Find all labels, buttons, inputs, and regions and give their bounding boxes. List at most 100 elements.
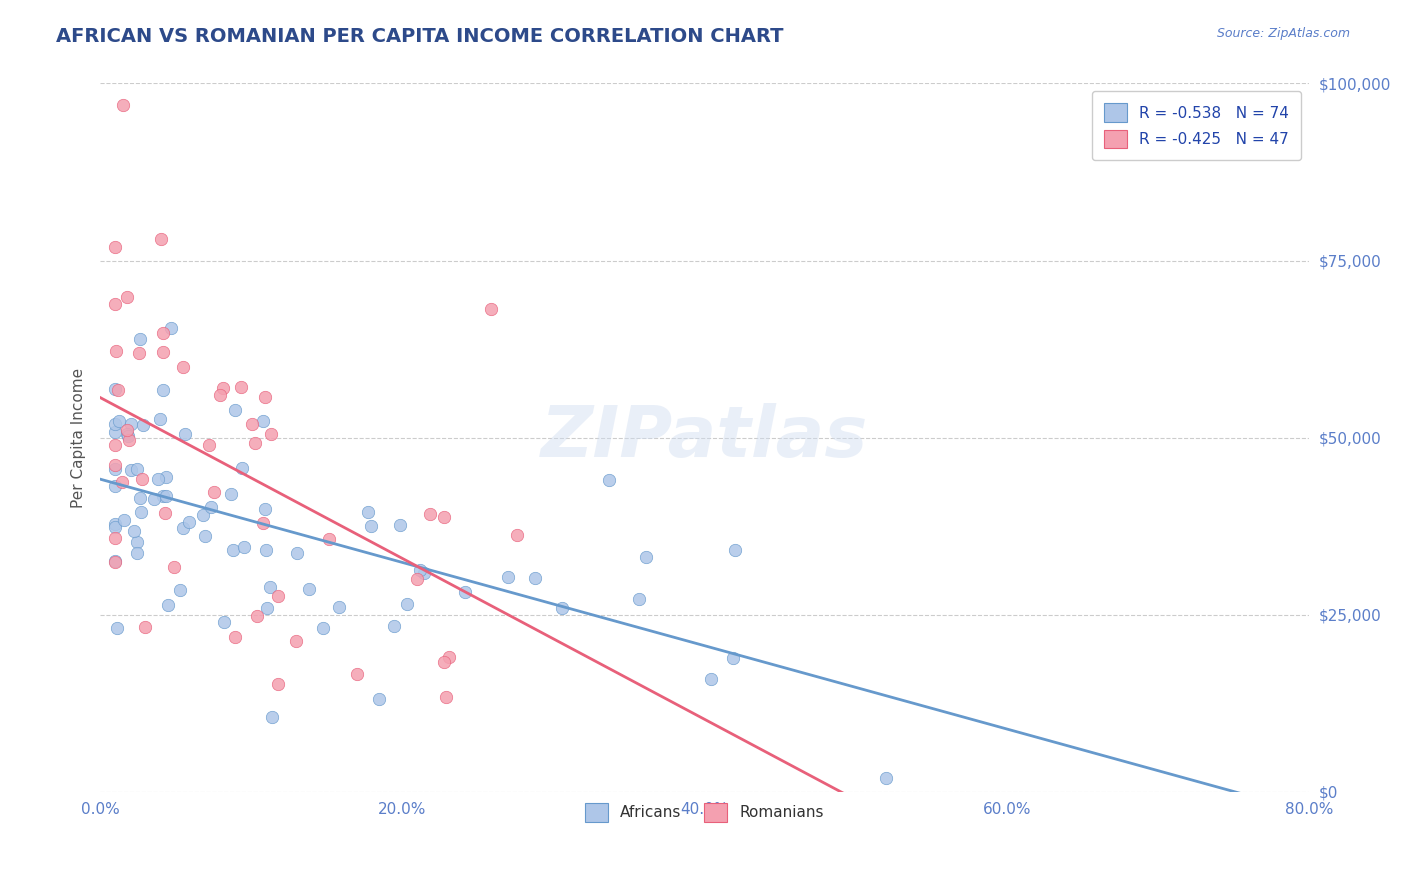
Point (506, 528, 529, 542)
Point (152, 489, 174, 503)
Point (172, 359, 194, 374)
Point (202, 484, 225, 499)
Point (172, 521, 194, 535)
Point (132, 418, 155, 433)
Point (346, 666, 368, 681)
Point (153, 507, 176, 521)
Point (328, 599, 350, 614)
Point (104, 458, 127, 473)
Point (111, 475, 134, 489)
Point (104, 438, 127, 452)
Point (146, 472, 169, 486)
Point (628, 591, 651, 606)
Point (434, 690, 457, 704)
Point (105, 621, 128, 635)
Point (395, 597, 418, 611)
Point (598, 473, 620, 487)
Point (104, 461, 127, 475)
Point (231, 461, 253, 475)
Point (200, 500, 222, 515)
Point (174, 426, 197, 441)
Point (107, 414, 129, 428)
Point (117, 427, 139, 442)
Point (252, 516, 274, 530)
Point (724, 542, 747, 557)
Point (267, 589, 290, 603)
Point (120, 463, 142, 477)
Point (152, 383, 174, 397)
Point (318, 532, 340, 546)
Point (259, 580, 281, 594)
Point (163, 560, 186, 574)
Point (191, 508, 214, 522)
Point (155, 470, 177, 484)
Point (160, 320, 183, 334)
Point (104, 531, 127, 545)
Point (194, 529, 217, 543)
Point (437, 650, 460, 665)
Point (413, 566, 436, 581)
Point (179, 516, 201, 530)
Point (143, 492, 166, 507)
Point (169, 582, 191, 597)
Point (382, 618, 405, 632)
Point (260, 427, 283, 442)
Point (433, 655, 456, 669)
Point (419, 507, 441, 521)
Point (723, 651, 745, 665)
Point (155, 489, 177, 503)
Point (224, 630, 246, 644)
Point (129, 505, 152, 519)
Point (254, 543, 277, 558)
Point (105, 343, 128, 358)
Y-axis label: Per Capita Income: Per Capita Income (72, 368, 86, 508)
Point (128, 346, 150, 360)
Point (260, 710, 283, 724)
Point (104, 417, 127, 432)
Point (454, 584, 477, 599)
Point (433, 510, 456, 524)
Point (224, 403, 246, 417)
Point (118, 434, 141, 448)
Point (104, 555, 127, 569)
Point (127, 546, 149, 560)
Point (479, 301, 502, 316)
Point (125, 534, 148, 549)
Point (115, 290, 138, 304)
Point (229, 380, 252, 394)
Point (388, 518, 411, 533)
Point (211, 381, 233, 395)
Point (360, 518, 382, 533)
Point (197, 438, 219, 452)
Point (129, 332, 152, 346)
Point (115, 423, 138, 437)
Point (131, 472, 153, 486)
Point (152, 345, 174, 359)
Point (245, 435, 267, 450)
Point (152, 326, 174, 341)
Point (240, 417, 263, 432)
Point (122, 524, 145, 538)
Point (266, 677, 288, 691)
Point (222, 542, 245, 557)
Point (256, 600, 278, 615)
Point (120, 417, 142, 431)
Point (498, 570, 520, 584)
Point (219, 486, 242, 500)
Point (125, 462, 148, 476)
Point (104, 517, 127, 532)
Point (117, 429, 139, 443)
Point (634, 550, 657, 565)
Point (128, 491, 150, 505)
Point (252, 414, 274, 428)
Point (700, 672, 723, 686)
Text: ZIPatlas: ZIPatlas (541, 403, 868, 472)
Point (209, 388, 232, 402)
Point (284, 634, 307, 648)
Point (104, 478, 127, 492)
Point (104, 520, 127, 534)
Point (104, 297, 127, 311)
Point (149, 412, 172, 426)
Text: AFRICAN VS ROMANIAN PER CAPITA INCOME CORRELATION CHART: AFRICAN VS ROMANIAN PER CAPITA INCOME CO… (56, 27, 783, 45)
Point (298, 582, 321, 597)
